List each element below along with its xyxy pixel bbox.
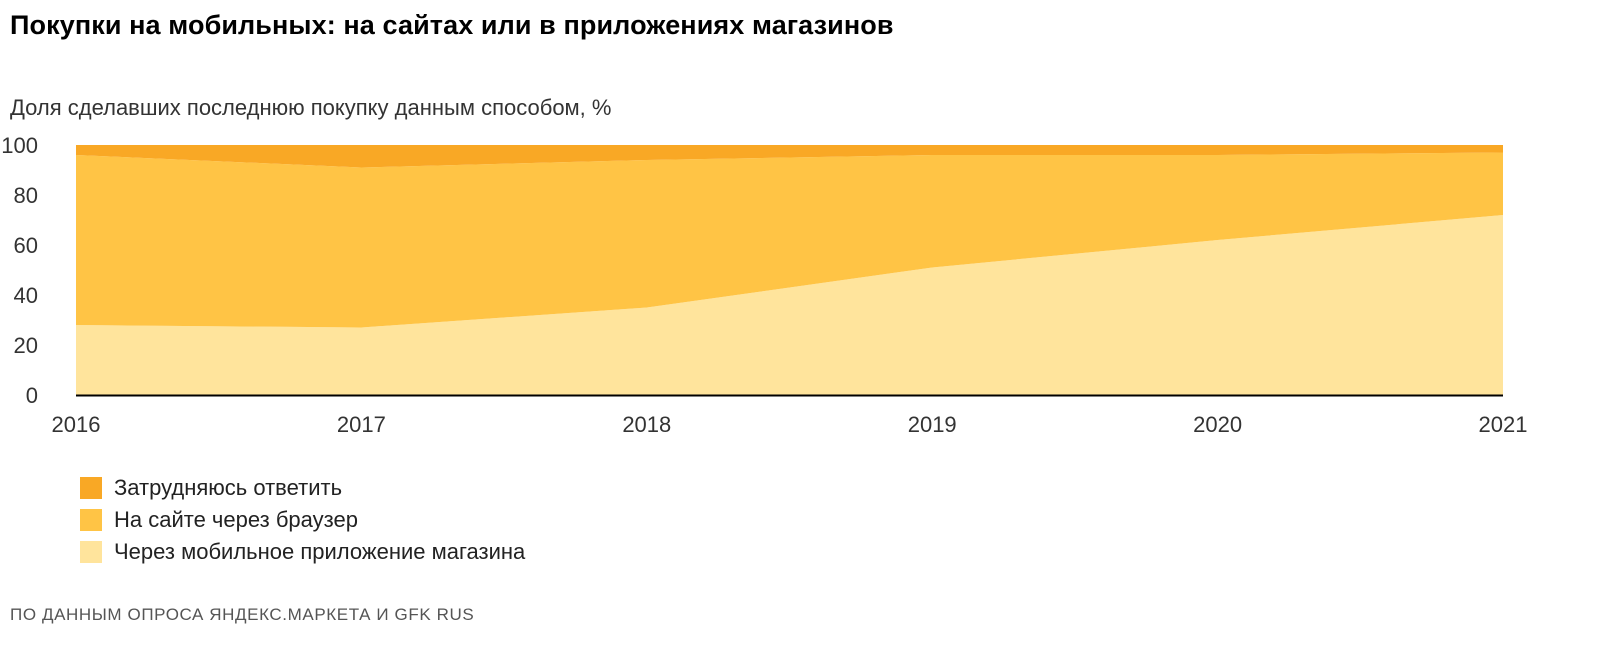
y-tick-label: 100 bbox=[1, 133, 38, 158]
legend-swatch-browser bbox=[80, 509, 102, 531]
x-tick-label: 2017 bbox=[337, 412, 386, 437]
y-tick-label: 60 bbox=[14, 233, 38, 258]
chart-title: Покупки на мобильных: на сайтах или в пр… bbox=[10, 10, 894, 40]
legend-label-app: Через мобильное приложение магазина bbox=[114, 539, 526, 564]
legend-item-app: Через мобильное приложение магазина bbox=[80, 536, 525, 568]
legend-swatch-app bbox=[80, 541, 102, 563]
x-tick-label: 2021 bbox=[1479, 412, 1528, 437]
stacked-area-chart: 0 20 40 60 80 100 2016 2017 2018 2019 2020 2021 bbox=[1, 133, 1528, 437]
y-tick-label: 20 bbox=[14, 333, 38, 358]
source-note: ПО ДАННЫМ ОПРОСА ЯНДЕКС.МАРКЕТА И GFK RU… bbox=[10, 605, 475, 624]
x-tick-label: 2018 bbox=[622, 412, 671, 437]
y-axis-tick-labels: 0 20 40 60 80 100 bbox=[1, 133, 38, 408]
x-tick-label: 2020 bbox=[1193, 412, 1242, 437]
legend-item-hard-to-answer: Затрудняюсь ответить bbox=[80, 472, 525, 504]
chart-subtitle: Доля сделавших последнюю покупку данным … bbox=[10, 95, 612, 120]
y-tick-label: 0 bbox=[26, 383, 38, 408]
legend-label-browser: На сайте через браузер bbox=[114, 507, 358, 532]
x-axis-tick-labels: 2016 2017 2018 2019 2020 2021 bbox=[52, 412, 1528, 437]
legend-item-browser: На сайте через браузер bbox=[80, 504, 525, 536]
area-layers bbox=[76, 145, 1503, 395]
legend-label-hard-to-answer: Затрудняюсь ответить bbox=[114, 475, 343, 500]
y-tick-label: 40 bbox=[14, 283, 38, 308]
area-series-app bbox=[76, 215, 1503, 395]
legend: Затрудняюсь ответить На сайте через брау… bbox=[80, 472, 525, 568]
area-series-hard-to-answer bbox=[76, 145, 1503, 168]
area-series-browser bbox=[76, 152, 1503, 328]
y-tick-label: 80 bbox=[14, 183, 38, 208]
x-tick-label: 2019 bbox=[908, 412, 957, 437]
x-tick-label: 2016 bbox=[52, 412, 101, 437]
legend-swatch-hard-to-answer bbox=[80, 477, 102, 499]
